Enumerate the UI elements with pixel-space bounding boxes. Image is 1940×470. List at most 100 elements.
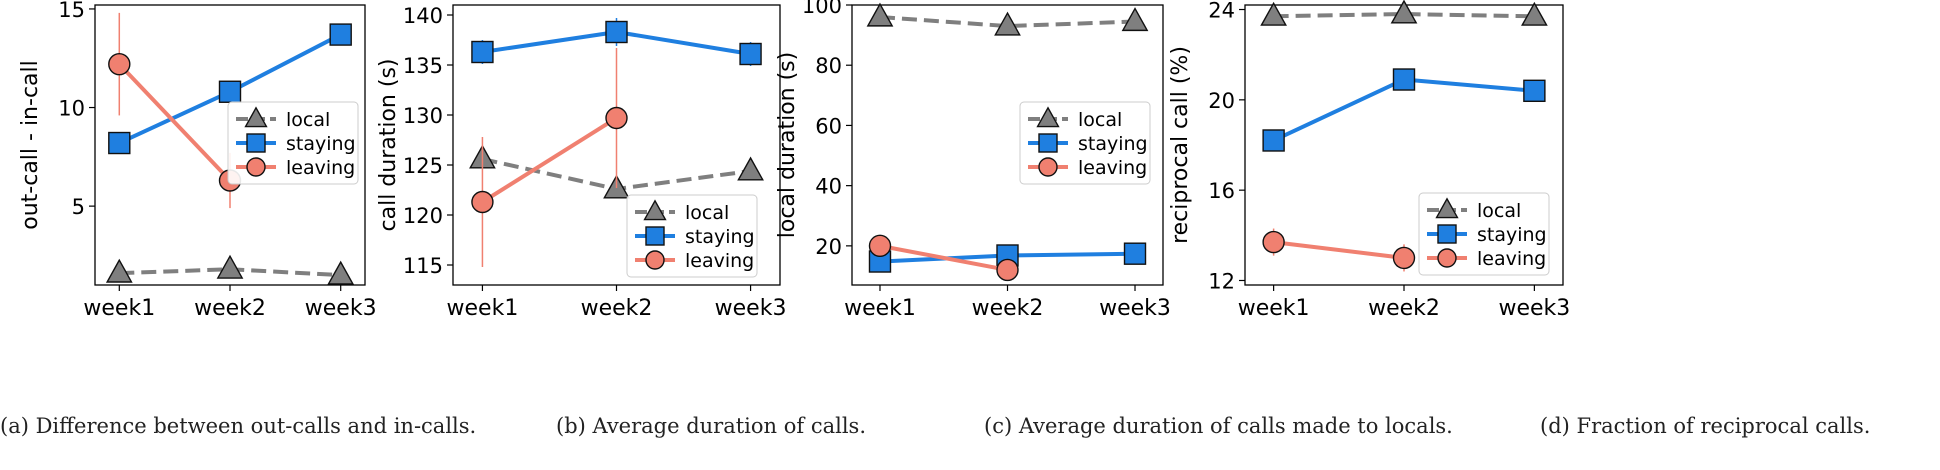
y-tick-label-b: 130 (403, 104, 443, 128)
y-tick-label-a: 5 (72, 195, 85, 219)
panel-d: 12 16 20 24 week1 week2 week3 reciprocal call (… (1168, 0, 1570, 321)
y-tick-label-b: 115 (403, 254, 443, 278)
y-tick-label-c: 100 (802, 0, 842, 18)
panel-c: 20 40 60 80 100 week1 week2 week3 local duration… (775, 0, 1171, 321)
caption-a: (a) Difference between out-calls and in-… (0, 414, 477, 438)
point-leaving-d (1262, 230, 1285, 254)
point-local-a (327, 260, 355, 285)
x-tick-label-c: week3 (1099, 296, 1171, 321)
x-tick-label-a: week3 (305, 296, 377, 321)
point-leaving-b (471, 190, 494, 214)
point-staying-d (1523, 79, 1546, 103)
caption-c: (c) Average duration of calls made to lo… (984, 414, 1453, 438)
x-tick-label-a: week2 (194, 296, 266, 321)
y-tick-label-d: 24 (1208, 0, 1235, 23)
line-leaving-d (1273, 240, 1405, 260)
legend-marker-local-d (1435, 197, 1459, 219)
line-local-c (879, 15, 1136, 29)
point-leaving-d (1392, 246, 1416, 270)
point-local-c (994, 11, 1021, 36)
series-leaving-a (108, 12, 242, 209)
legend-label-local-a: local (286, 109, 330, 131)
legend-marker-staying-a (246, 133, 266, 153)
series-leaving-d (1262, 228, 1416, 272)
series-local-a (105, 254, 355, 285)
point-local-a (105, 258, 133, 283)
y-tick-label-c: 80 (815, 54, 842, 78)
series-leaving-c (868, 234, 1019, 282)
series-staying-b (471, 18, 762, 66)
caption-d: (d) Fraction of reciprocal calls. (1540, 414, 1871, 438)
point-staying-b (739, 42, 762, 66)
x-tick-label-a: week1 (83, 296, 155, 321)
y-tick-label-b: 125 (403, 154, 443, 178)
x-tick-label-d: week2 (1368, 296, 1440, 321)
legend-label-leaving-d: leaving (1477, 248, 1546, 270)
line-leaving-a (117, 62, 232, 182)
y-tick-label-c: 60 (815, 114, 842, 138)
y-axis-label-b: call duration (s) (376, 59, 401, 232)
y-tick-label-b: 140 (403, 4, 443, 28)
y-tick-label-c: 20 (815, 235, 842, 259)
point-staying-b (605, 20, 628, 44)
point-local-d (1521, 1, 1548, 26)
x-tick-label-d: week3 (1498, 296, 1570, 321)
point-local-d (1390, 0, 1418, 24)
point-leaving-c (996, 258, 1019, 282)
series-local-c (866, 2, 1149, 36)
x-tick-label-b: week2 (581, 296, 653, 321)
panel-b: 115 120 125 130 135 140 week1 week2 week3 call du… (376, 4, 786, 321)
y-tick-label-d: 12 (1208, 269, 1235, 293)
series-leaving-b (471, 48, 628, 267)
series-staying-d (1262, 68, 1546, 152)
point-local-c (866, 2, 894, 27)
series-staying-a (108, 23, 352, 155)
panel-a: 5 10 15 week1 week2 week3 out-call - in-call lo… (18, 0, 377, 321)
point-local-c (1121, 7, 1149, 32)
legend-label-local-c: local (1078, 109, 1122, 131)
point-staying-d (1262, 129, 1285, 152)
point-leaving-b (605, 106, 628, 130)
legend-marker-leaving-b (645, 250, 665, 270)
series-local-d (1260, 0, 1548, 26)
y-tick-label-c: 40 (815, 175, 842, 199)
legend-marker-local-c (1036, 106, 1060, 128)
line-leaving-b (481, 116, 618, 204)
legend-label-staying-b: staying (685, 226, 755, 248)
legend-marker-leaving-a (246, 157, 266, 177)
legend-marker-leaving-c (1038, 157, 1058, 177)
y-axis-label-d: reciprocal call (%) (1168, 46, 1193, 244)
legend-marker-local-a (244, 106, 268, 128)
legend-label-leaving-c: leaving (1078, 157, 1147, 179)
point-staying-a (108, 131, 131, 155)
caption-b: (b) Average duration of calls. (556, 414, 866, 438)
x-tick-label-c: week1 (844, 296, 916, 321)
line-leaving-c (879, 243, 1008, 272)
legend-label-staying-c: staying (1078, 133, 1148, 155)
point-staying-a (329, 23, 352, 46)
legend-label-local-b: local (685, 202, 729, 224)
legend-marker-staying-c (1038, 133, 1058, 153)
y-tick-label-a: 10 (58, 97, 85, 121)
x-tick-label-c: week2 (972, 296, 1044, 321)
y-tick-label-d: 16 (1208, 179, 1235, 203)
legend-label-leaving-a: leaving (286, 157, 355, 179)
point-leaving-a (108, 52, 131, 76)
x-tick-label-d: week1 (1238, 296, 1310, 321)
point-staying-c (1123, 242, 1147, 265)
legend-label-staying-a: staying (286, 133, 356, 155)
point-staying-a (218, 80, 242, 103)
legend-label-leaving-b: leaving (685, 250, 754, 272)
point-staying-b (471, 40, 494, 64)
y-axis-label-a: out-call - in-call (18, 60, 43, 230)
legend-marker-staying-b (645, 226, 665, 246)
legend-marker-local-b (643, 199, 667, 221)
y-tick-label-b: 135 (403, 54, 443, 78)
point-local-b (737, 156, 764, 181)
point-local-d (1260, 1, 1287, 26)
legend-label-staying-d: staying (1477, 224, 1547, 246)
y-tick-label-b: 120 (403, 204, 443, 228)
